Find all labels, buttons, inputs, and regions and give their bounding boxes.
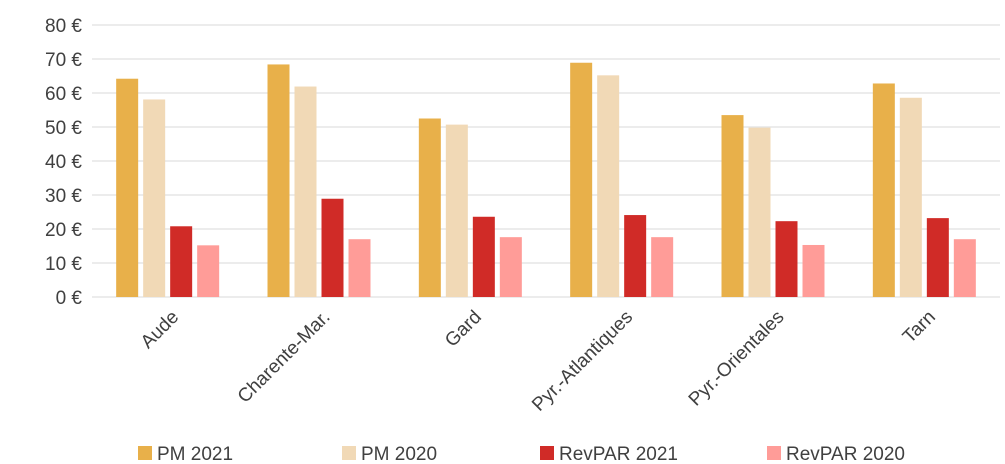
bar <box>748 127 771 298</box>
bar <box>197 245 220 297</box>
bar <box>953 239 976 297</box>
bar <box>721 115 744 297</box>
bar <box>624 215 647 297</box>
bar <box>570 62 593 297</box>
legend-swatch <box>342 446 356 460</box>
bar <box>926 218 949 297</box>
bar <box>802 244 825 297</box>
bar <box>294 86 317 297</box>
bar <box>321 198 344 297</box>
y-tick-label: 40 € <box>45 152 82 173</box>
bar <box>775 221 798 297</box>
bar <box>445 124 468 298</box>
bar <box>872 83 895 297</box>
y-tick-label: 70 € <box>45 50 82 71</box>
legend-label: PM 2020 <box>361 444 437 464</box>
legend: PM 2021 PM 2020 RevPAR 2021 RevPAR 2020 <box>138 444 905 464</box>
legend-label: RevPAR 2021 <box>559 444 678 464</box>
y-tick-label: 50 € <box>45 118 82 139</box>
category-label: Pyr.-Atlantiques <box>528 307 637 416</box>
bar <box>651 237 674 297</box>
bar <box>348 239 371 297</box>
bar <box>170 226 193 297</box>
y-tick-label: 80 € <box>45 16 82 37</box>
y-tick-label: 60 € <box>45 84 82 105</box>
y-tick-label: 10 € <box>45 254 82 275</box>
y-tick-label: 30 € <box>45 186 82 207</box>
y-tick-label: 0 € <box>56 288 83 309</box>
y-axis-tick-labels: 0 € 10 € 20 € 30 € 40 € 50 € 60 € 70 € 80 € <box>45 16 82 309</box>
legend-swatch <box>138 446 152 460</box>
bars <box>116 62 976 298</box>
bar <box>899 97 922 297</box>
bar <box>499 237 522 297</box>
bar <box>143 99 166 298</box>
legend-label: PM 2021 <box>157 444 233 464</box>
category-labels: Aude Charente-Mar. Gard Pyr.-Atlantiques Pyr… <box>137 307 940 416</box>
legend-swatch <box>767 446 781 460</box>
bar <box>597 75 620 297</box>
category-label: Pyr.-Orientales <box>685 307 789 411</box>
bar <box>267 64 290 297</box>
legend-label: RevPAR 2020 <box>786 444 905 464</box>
bar <box>418 118 441 297</box>
y-tick-label: 20 € <box>45 220 82 241</box>
category-label: Charente-Mar. <box>234 307 335 408</box>
category-label: Tarn <box>899 307 940 348</box>
legend-swatch <box>540 446 554 460</box>
gridlines <box>92 24 1000 298</box>
bar <box>472 216 495 297</box>
category-label: Aude <box>137 307 183 353</box>
category-label: Gard <box>441 307 486 352</box>
bar <box>116 78 139 297</box>
